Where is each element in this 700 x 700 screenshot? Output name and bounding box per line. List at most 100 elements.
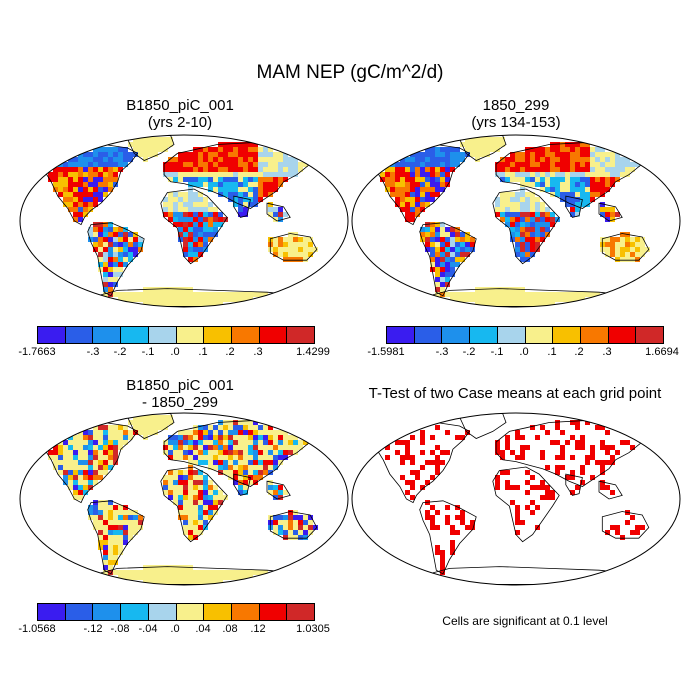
colorbar-top-right: [386, 326, 664, 344]
colorbar-tick-label: -.3: [86, 346, 100, 358]
coastline-africa: [160, 188, 228, 265]
map-field: [44, 135, 325, 307]
colorbar-swatch: [148, 604, 177, 620]
colorbar-swatch: [470, 327, 498, 343]
panel-title-bottom-left: B1850_piC_001 - 1850_299: [40, 377, 320, 411]
coastline-southAmerica: [87, 222, 145, 297]
panel-title-line1: B1850_piC_001: [126, 97, 234, 114]
colorbar-swatch: [65, 327, 94, 343]
map-field: [44, 413, 325, 585]
panel-title-line1: 1850_299: [482, 97, 550, 114]
coastline-eurasia: [163, 420, 325, 487]
colorbar-min-label: -1.7663: [18, 346, 56, 358]
colorbar-max-label: 1.4299: [296, 346, 330, 358]
coastline-seAsia: [266, 480, 291, 500]
colorbar-swatch: [287, 604, 315, 620]
colorbar-swatch: [580, 327, 609, 343]
map-top-right: [351, 134, 681, 308]
colorbar-swatch: [93, 604, 122, 620]
colorbar-swatch: [121, 327, 149, 343]
panel-title-top-right: 1850_299 (yrs 134-153): [376, 97, 656, 131]
coastline-eurasia: [163, 142, 325, 209]
colorbar-bottom-left: [37, 603, 315, 621]
colorbar-swatch: [204, 327, 232, 343]
coastline-australia: [601, 511, 650, 539]
colorbar-swatch: [231, 327, 260, 343]
coastline-india: [565, 195, 583, 218]
colorbar-swatch: [387, 327, 415, 343]
map-top-left: [19, 134, 349, 308]
colorbar-tick-label: .3: [602, 346, 612, 358]
colorbar-swatch: [148, 327, 177, 343]
colorbar-tick-label: .0: [170, 623, 180, 635]
coastline-africa: [160, 466, 228, 543]
coastline-northAmerica: [376, 144, 471, 226]
panel-title-line1: T-Test of two Case means at each grid po…: [368, 385, 662, 402]
coastline-northAmerica: [44, 144, 139, 226]
coastline-southAmerica: [419, 222, 477, 297]
colorbar-swatch: [38, 327, 66, 343]
coastline-seAsia: [266, 202, 291, 222]
colorbar-tick-label: -.3: [435, 346, 449, 358]
colorbar-tick-label: .1: [547, 346, 557, 358]
colorbar-tick-label: .08: [222, 623, 238, 635]
colorbar-swatch: [497, 327, 526, 343]
colorbar-swatch: [231, 604, 260, 620]
coastline-india: [565, 473, 583, 496]
colorbar-swatch: [259, 604, 288, 620]
colorbar-swatch: [65, 604, 94, 620]
colorbar-swatch: [176, 604, 205, 620]
colorbar-swatch: [287, 327, 315, 343]
colorbar-swatch: [121, 604, 149, 620]
colorbar-tick-label: .3: [253, 346, 263, 358]
colorbar-swatch: [636, 327, 664, 343]
colorbar-tick-label: -.1: [490, 346, 504, 358]
map-bottom-left: [19, 412, 349, 586]
colorbar-tick-label: .04: [195, 623, 211, 635]
panel-title-line2: (yrs 134-153): [471, 114, 561, 131]
panel-title-line1: B1850_piC_001: [126, 377, 234, 394]
coastline-australia: [269, 233, 318, 261]
colorbar-tick-label: -.2: [462, 346, 476, 358]
coastline-india: [233, 195, 251, 218]
main-title: MAM NEP (gC/m^2/d): [256, 62, 444, 83]
coastline-australia: [269, 511, 318, 539]
map-border: [19, 412, 349, 586]
map-border: [19, 134, 349, 308]
coastline-southAmerica: [87, 500, 145, 575]
coastline-eurasia: [495, 420, 657, 487]
colorbar-top-left: [37, 326, 315, 344]
panel-title-line2: (yrs 2-10): [147, 114, 213, 131]
colorbar-tick-label: .2: [574, 346, 584, 358]
significance-note: Cells are significant at 0.1 level: [442, 614, 608, 628]
panel-title-top-left: B1850_piC_001 (yrs 2-10): [40, 97, 320, 131]
map-field: [376, 135, 657, 307]
colorbar-tick-label: .2: [225, 346, 235, 358]
map-bottom-right: [351, 412, 681, 586]
coastline-india: [233, 473, 251, 496]
colorbar-swatch: [414, 327, 443, 343]
colorbar-swatch: [204, 604, 232, 620]
coastline-northAmerica: [376, 422, 471, 504]
colorbar-swatch: [525, 327, 554, 343]
map-border: [351, 412, 681, 586]
colorbar-tick-label: .0: [170, 346, 180, 358]
coastline-seAsia: [598, 480, 623, 500]
colorbar-tick-label: -.04: [138, 623, 158, 635]
colorbar-min-label: -1.0568: [18, 623, 56, 635]
coastline-eurasia: [495, 142, 657, 209]
colorbar-tick-label: .0: [519, 346, 529, 358]
colorbar-tick-label: -.08: [110, 623, 130, 635]
coastline-southAmerica: [419, 500, 477, 575]
coastline-northAmerica: [44, 422, 139, 504]
coastline-australia: [601, 233, 650, 261]
coastline-antarctica: [416, 566, 637, 585]
colorbar-swatch: [259, 327, 288, 343]
colorbar-tick-label: -.12: [83, 623, 103, 635]
coastline-africa: [492, 466, 560, 543]
colorbar-tick-label: -.2: [113, 346, 127, 358]
colorbar-swatch: [442, 327, 471, 343]
coastline-seAsia: [598, 202, 623, 222]
colorbar-swatch: [553, 327, 581, 343]
colorbar-swatch: [608, 327, 637, 343]
